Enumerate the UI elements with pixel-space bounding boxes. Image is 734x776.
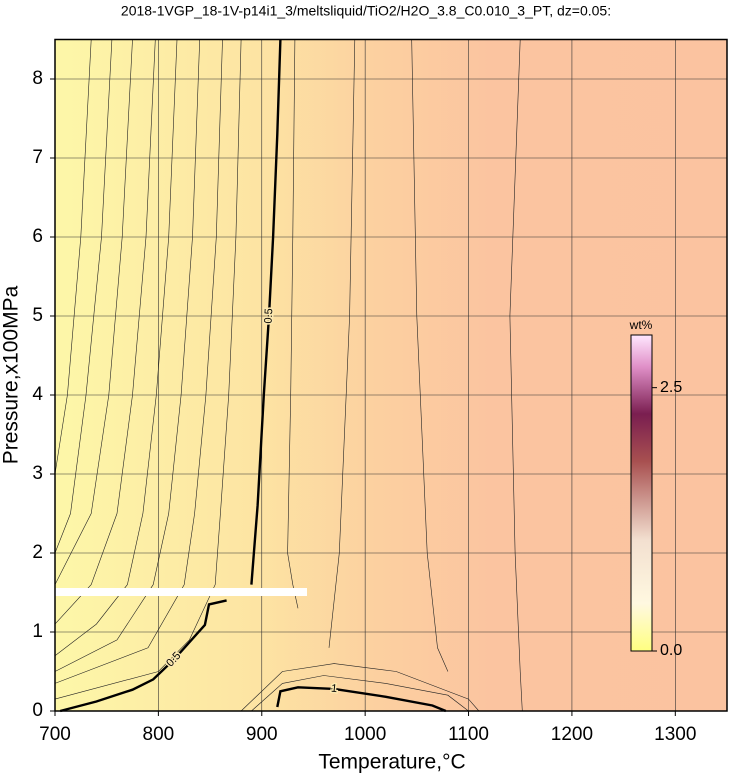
- x-tick-label: 700: [39, 724, 71, 745]
- y-tick-label: 1: [32, 621, 43, 642]
- grid: [54, 39, 727, 712]
- y-tick-label: 7: [32, 147, 43, 168]
- labeled-contour-line: [250, 39, 282, 585]
- contour-label: 0.5: [262, 308, 275, 324]
- plot-frame: [54, 38, 728, 712]
- y-tick-label: 3: [32, 463, 43, 484]
- x-tick-label: 1200: [551, 724, 593, 745]
- x-tick-label: 900: [246, 724, 278, 745]
- contour-line: [328, 39, 356, 648]
- y-tick-label: 8: [32, 68, 43, 89]
- contours: [54, 39, 523, 712]
- labeled-contour-line: [276, 686, 447, 713]
- y-tick-label: 4: [32, 384, 43, 405]
- x-tick-label: 1300: [654, 724, 696, 745]
- contour-line: [54, 39, 133, 585]
- colorbar-tick-label: 2.5: [660, 379, 682, 396]
- colorbar-scale: [630, 334, 653, 652]
- contour-line: [54, 39, 200, 672]
- colorbar-label: wt%: [629, 318, 653, 332]
- labeled-contours: 0.50.51: [59, 39, 447, 713]
- colorbar: wt% 0.0 2.5: [629, 318, 683, 659]
- x-tick-label: 1000: [344, 724, 386, 745]
- x-axis-label: Temperature,°C: [318, 751, 465, 774]
- contour-line: [54, 39, 223, 684]
- ticks: 700 800 900 1000 1100 1200 1300 0 1 2 3 4 5 6 7 8: [32, 68, 696, 745]
- chart-title: 2018-1VGP_18-1V-p14i1_3/meltsliquid/TiO2…: [121, 3, 611, 19]
- contour-line: [54, 39, 242, 700]
- y-tick-label: 2: [32, 542, 43, 563]
- y-tick-label: 5: [32, 305, 43, 326]
- plot-background: [55, 39, 727, 711]
- contour-line: [54, 39, 92, 475]
- contour-line: [509, 39, 523, 712]
- contour-line: [240, 663, 480, 712]
- colorbar-tick-label: 0.0: [660, 642, 682, 659]
- x-tick-label: 1100: [448, 724, 489, 745]
- y-tick-label: 0: [32, 700, 43, 721]
- x-tick-label: 800: [143, 724, 175, 745]
- y-axis-label: Pressure,x100MPa: [0, 285, 23, 464]
- contour-line: [54, 39, 178, 656]
- contour-line: [411, 39, 449, 672]
- contour-line: [251, 675, 469, 712]
- contour-line: [54, 39, 113, 554]
- data-gap: [55, 588, 307, 596]
- contour-label: 1: [330, 682, 337, 695]
- labeled-contour-line: [59, 599, 227, 713]
- y-tick-label: 6: [32, 226, 43, 247]
